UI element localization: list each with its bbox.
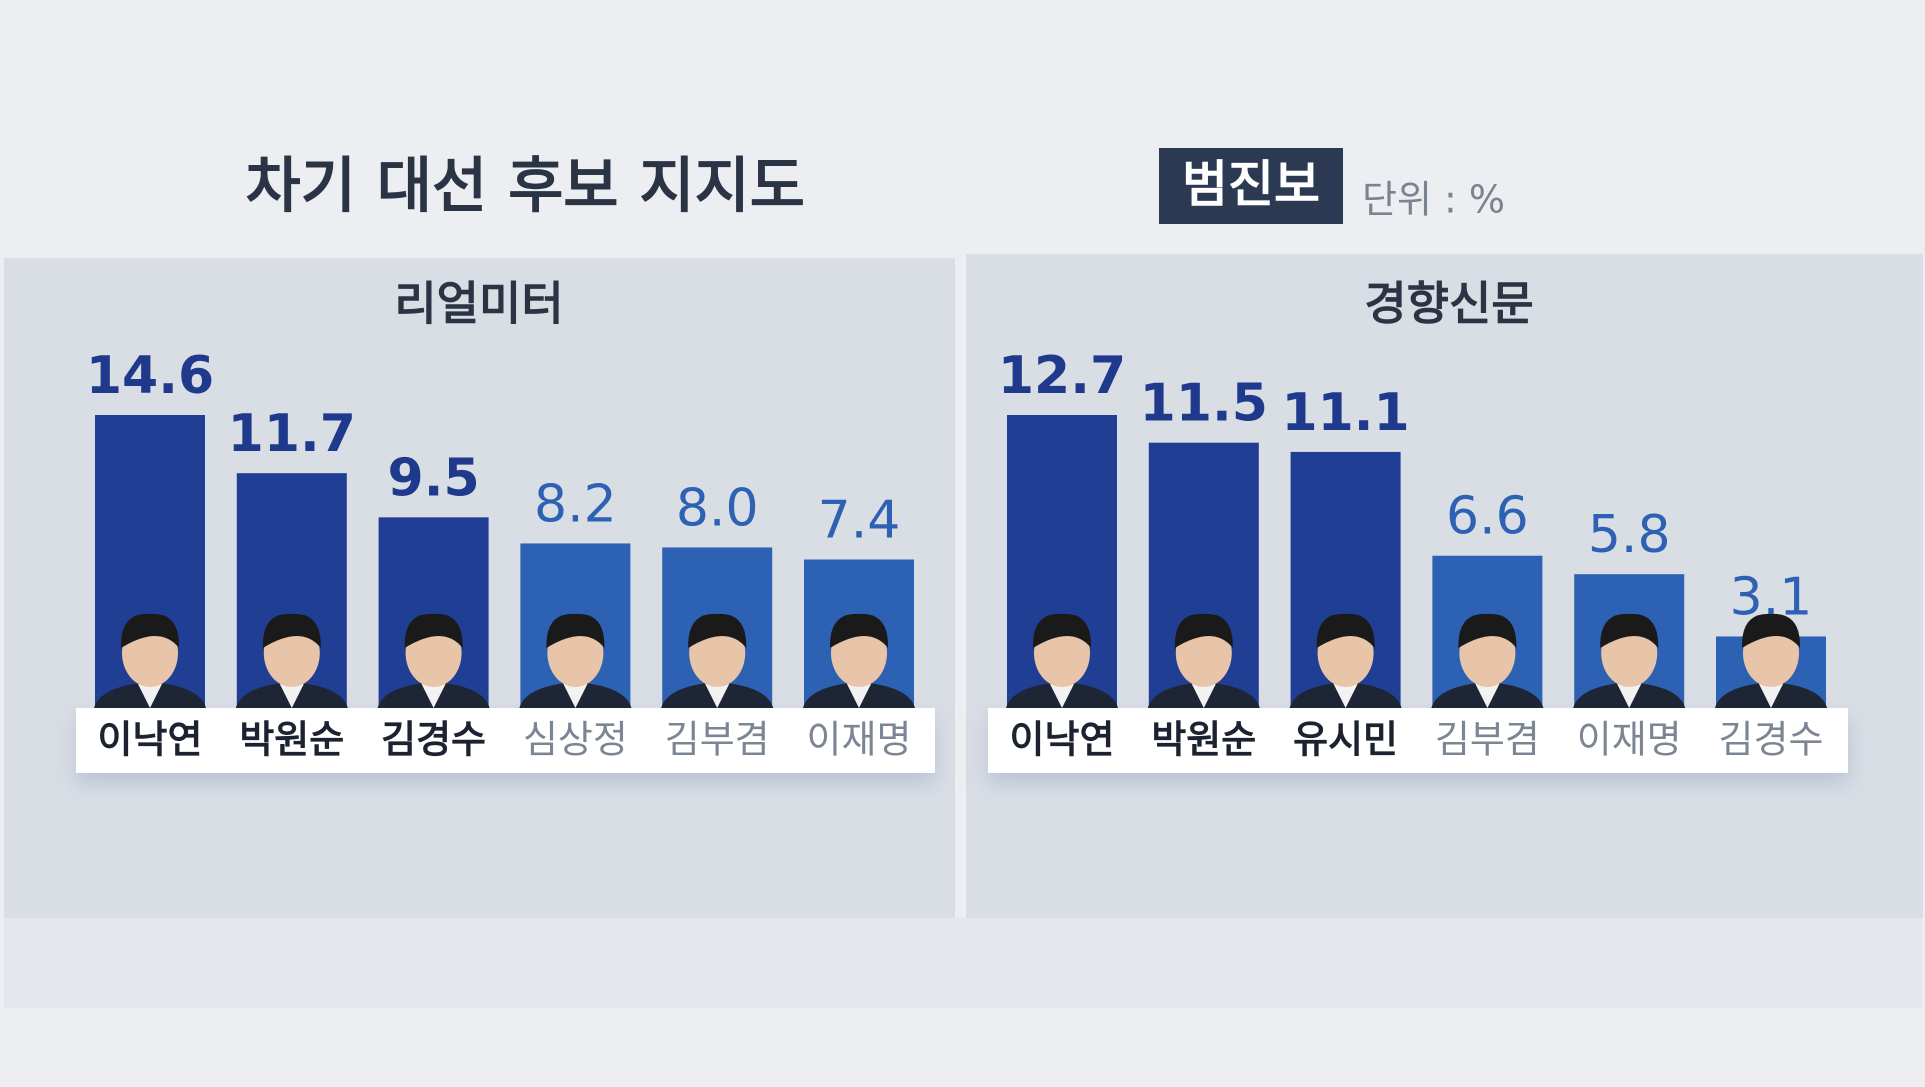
x-tick-label: 김부겸 — [665, 718, 770, 762]
portrait-hair — [1458, 613, 1517, 648]
portrait-hair — [688, 613, 747, 648]
value-label: 14.6 — [86, 346, 214, 406]
portrait-collar — [279, 684, 304, 708]
x-tick-label: 이낙연 — [98, 718, 203, 762]
x-tick-label: 김경수 — [1719, 718, 1824, 762]
portrait-hair — [546, 613, 605, 648]
x-tick-label: 유시민 — [1293, 718, 1398, 762]
value-label: 8.0 — [676, 478, 759, 538]
value-label: 7.4 — [818, 490, 901, 550]
portrait-hair — [404, 613, 463, 648]
unit-label: 단위 : % — [1362, 178, 1505, 222]
value-label: 12.7 — [998, 346, 1126, 406]
x-tick-label: 김부겸 — [1435, 718, 1540, 762]
portrait-hair — [1174, 613, 1233, 648]
portrait-collar — [705, 684, 730, 708]
panel-title: 리얼미터 — [394, 277, 563, 331]
label-strip — [76, 708, 935, 773]
portrait-collar — [421, 684, 446, 708]
portrait-hair — [1741, 613, 1801, 648]
portrait-hair — [262, 613, 321, 648]
value-label: 11.1 — [1281, 383, 1409, 443]
portrait-collar — [1191, 684, 1216, 708]
band — [4, 918, 1922, 1008]
badge-box — [1159, 148, 1343, 224]
portrait-hair — [1600, 613, 1659, 648]
portrait-collar — [1333, 684, 1358, 708]
x-tick-label: 심상정 — [523, 718, 628, 762]
portrait-collar — [138, 684, 162, 708]
portrait-collar — [1050, 684, 1074, 708]
x-tick-label: 이재명 — [1577, 718, 1682, 762]
portrait-collar — [1475, 684, 1500, 708]
portrait-hair — [1032, 613, 1092, 648]
portrait-collar — [1617, 684, 1642, 708]
panel-title: 경향신문 — [1364, 277, 1533, 331]
main-title: 차기 대선 후보 지지도 — [246, 152, 805, 222]
portrait-hair — [829, 613, 889, 648]
x-tick-label: 이재명 — [807, 718, 912, 762]
portrait-collar — [1759, 684, 1783, 708]
x-tick-label: 이낙연 — [1010, 718, 1115, 762]
x-tick-label: 김경수 — [381, 718, 486, 762]
label-strip — [988, 708, 1848, 773]
value-label: 9.5 — [388, 448, 480, 508]
value-label: 5.8 — [1588, 505, 1671, 565]
portrait-hair — [120, 613, 180, 648]
x-tick-label: 박원순 — [1151, 718, 1256, 762]
value-label: 11.5 — [1140, 374, 1268, 434]
portrait-collar — [563, 684, 588, 708]
value-label: 6.6 — [1446, 487, 1529, 547]
portrait-hair — [1316, 613, 1375, 648]
value-label: 8.2 — [534, 474, 617, 534]
x-tick-label: 박원순 — [239, 718, 344, 762]
value-label: 11.7 — [228, 404, 356, 464]
portrait-collar — [847, 684, 871, 708]
badge: 범진보 — [1182, 156, 1320, 214]
